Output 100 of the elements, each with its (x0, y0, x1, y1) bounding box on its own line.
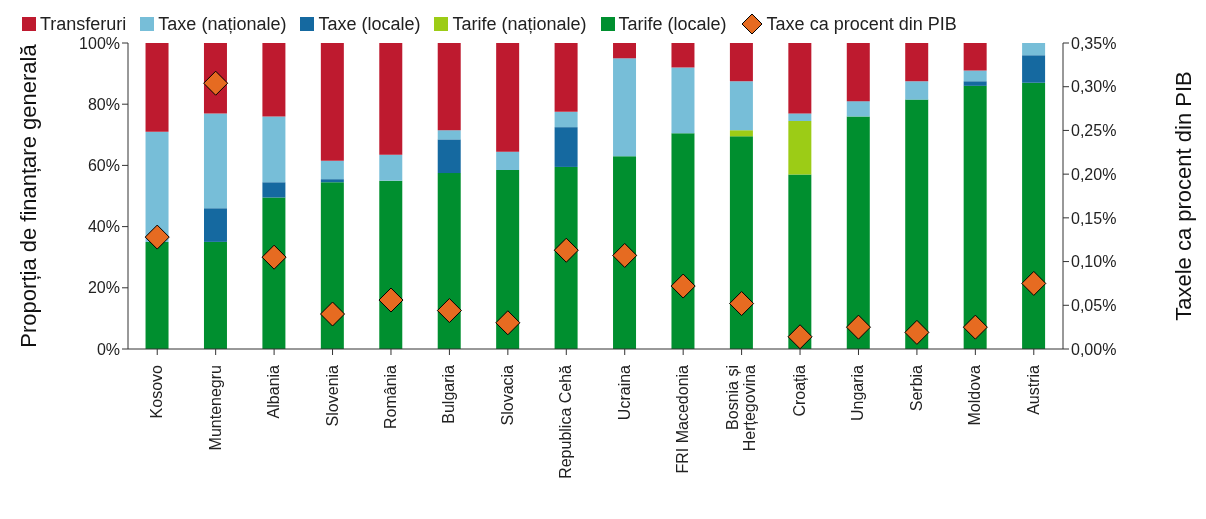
y-axis-title: Proporția de finanțare generală (15, 43, 41, 348)
y-tick-label: 60% (87, 157, 120, 175)
y-tick-label: 40% (87, 218, 120, 236)
bar (963, 81, 987, 86)
point (144, 224, 170, 250)
bar (262, 182, 286, 198)
x-tick-label: FRI Macedonia (674, 364, 692, 474)
bar (905, 81, 929, 100)
x-tick-label: Serbia (907, 364, 925, 412)
bar (729, 43, 753, 82)
bar (1022, 82, 1046, 349)
point (904, 319, 930, 345)
legend-label: Tarife (locale) (618, 13, 727, 35)
bar (379, 154, 403, 181)
x-tick-label: Albania (265, 364, 283, 419)
x-tick-label: Kosovo (148, 364, 166, 419)
y2-tick-label: 0,00% (1071, 340, 1117, 358)
point (378, 287, 404, 313)
point (495, 310, 521, 336)
bar (437, 173, 461, 349)
bar (613, 58, 637, 157)
x-tick-label: Slovacia (498, 364, 516, 426)
y2-tick-label: 0,15% (1071, 209, 1117, 227)
bar (729, 130, 753, 137)
bar (554, 166, 578, 349)
x-tick-label: Croația (791, 364, 809, 417)
bar (846, 116, 870, 349)
x-tick-label: Bosnia și Herțegovina (724, 364, 759, 452)
y-tick-label: 0% (96, 340, 120, 358)
bar (554, 127, 578, 167)
point (261, 244, 287, 270)
bar (262, 43, 286, 117)
bar (320, 160, 344, 180)
bar (320, 179, 344, 183)
y-tick-label: 20% (87, 279, 120, 297)
bar (379, 180, 403, 349)
bar (963, 43, 987, 71)
bar (437, 43, 461, 131)
y2-tick-label: 0,05% (1071, 296, 1117, 314)
x-tick-label: Ungaria (849, 364, 867, 422)
y2-tick-label: 0,35% (1071, 34, 1117, 52)
x-tick-label: România (381, 364, 399, 430)
y2-tick-label: 0,25% (1071, 122, 1117, 140)
bar (846, 101, 870, 117)
y2-tick-label: 0,20% (1071, 165, 1117, 183)
point (436, 298, 462, 324)
bar (788, 113, 812, 122)
point (670, 273, 696, 299)
bar (613, 43, 637, 59)
legend-label: Tarife (naționale) (452, 13, 587, 35)
x-tick-label: Muntenegru (206, 365, 224, 451)
bar (554, 111, 578, 128)
x-tick-label: Ucraina (615, 364, 633, 421)
point (320, 301, 346, 327)
y2-tick-label: 0,10% (1071, 253, 1117, 271)
bar (671, 43, 695, 68)
bar (905, 99, 929, 349)
bar (788, 43, 812, 114)
bar (496, 151, 520, 170)
x-tick-label: Slovenia (323, 364, 341, 427)
point (1021, 270, 1047, 296)
bar (203, 113, 227, 209)
bar (554, 43, 578, 112)
bar (262, 116, 286, 183)
legend-label: Transferuri (40, 13, 127, 35)
bar (320, 182, 344, 349)
bar (203, 241, 227, 349)
bar (145, 43, 169, 132)
point (729, 291, 755, 317)
bar (437, 139, 461, 174)
bar (379, 43, 403, 155)
bar (203, 208, 227, 242)
point (962, 314, 988, 340)
x-tick-label: Bulgaria (440, 364, 458, 424)
bar (788, 121, 812, 175)
bar (613, 156, 637, 349)
bar (671, 67, 695, 134)
x-tick-label: Moldova (966, 364, 984, 426)
bar (846, 43, 870, 102)
point (203, 70, 229, 96)
legend-label: Taxe (naționale) (158, 13, 287, 35)
bar (145, 241, 169, 349)
bar (320, 43, 344, 161)
bar (1022, 43, 1046, 56)
bar (963, 70, 987, 82)
bar (729, 136, 753, 349)
x-tick-label: Austria (1024, 364, 1042, 415)
legend-label: Taxe (locale) (318, 13, 421, 35)
point (553, 237, 579, 263)
bar (437, 130, 461, 140)
bar (671, 133, 695, 349)
point (787, 324, 813, 349)
y-tick-label: 80% (87, 95, 120, 113)
point (612, 242, 638, 268)
bar (905, 43, 929, 82)
y2-axis-title: Taxele ca procent din PIB (1170, 71, 1196, 321)
y2-tick-label: 0,30% (1071, 78, 1117, 96)
legend-label: Taxe ca procent din PIB (766, 13, 957, 35)
bar (496, 169, 520, 349)
bar (1022, 55, 1046, 83)
